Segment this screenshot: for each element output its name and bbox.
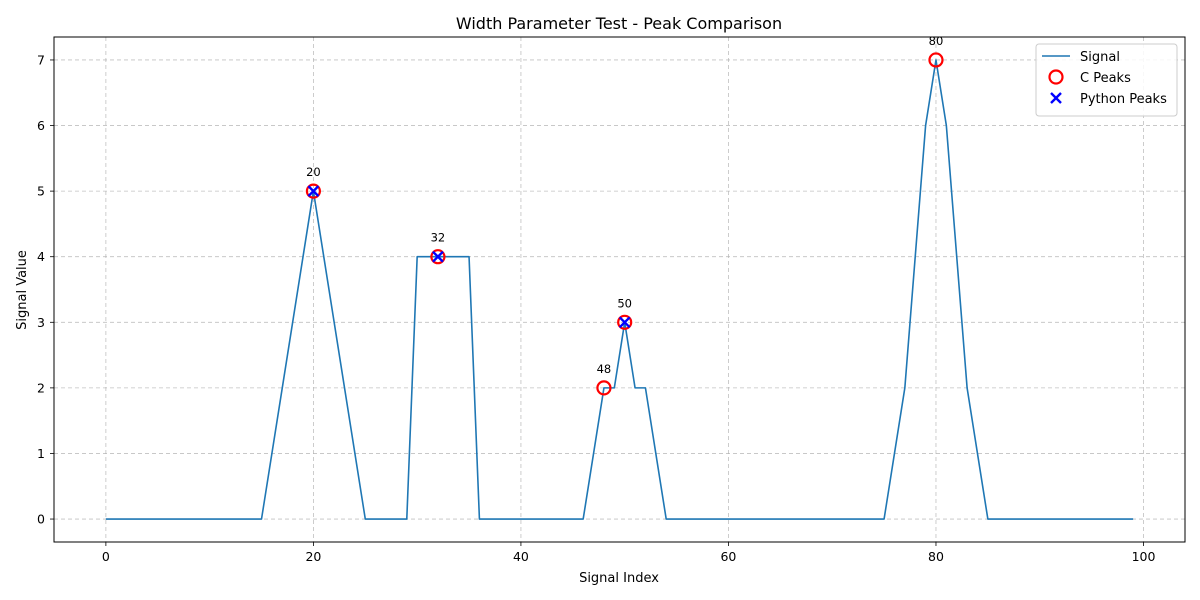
chart-title: Width Parameter Test - Peak Comparison [456,14,782,33]
markers-layer [305,52,944,396]
x-tick-label: 40 [513,549,529,564]
y-tick-label: 3 [37,315,45,330]
x-axis-label: Signal Index [579,571,659,586]
signal-line [105,59,1134,520]
y-tick-label: 2 [37,380,45,395]
x-tick-label: 80 [928,549,944,564]
x-axis-ticks: 0 20 40 60 80 100 [102,542,1156,564]
x-tick-label: 100 [1132,549,1156,564]
y-tick-label: 6 [37,118,45,133]
y-axis-ticks: 0 1 2 3 4 5 6 7 [37,52,54,527]
annotations-layer: 20 32 48 50 80 [306,34,943,376]
x-tick-label: 20 [305,549,321,564]
y-tick-label: 4 [37,249,45,264]
python-peak-marker [618,316,631,329]
series-layer [105,59,1134,520]
x-tick-label: 0 [102,549,110,564]
c-peak-marker [305,183,322,199]
peak-annotation: 32 [431,231,446,245]
plot-frame [53,36,1186,543]
python-peak-marker [307,185,320,197]
peak-annotation: 50 [617,296,632,310]
c-peak-marker [617,314,633,330]
x-tick-label: 60 [720,549,736,564]
peak-annotation: 48 [597,362,612,376]
c-peak-marker [596,380,612,396]
legend-c-peaks-swatch [1048,69,1064,85]
legend-signal-label: Signal [1080,50,1120,65]
grid-lines [54,37,1185,542]
peak-annotation: 20 [306,165,321,179]
c-peak-marker [430,249,446,265]
peak-annotation: 80 [929,34,944,48]
y-tick-label: 0 [37,512,45,527]
c-peak-marker [928,52,944,68]
legend-box [1035,43,1178,117]
y-tick-label: 5 [37,184,45,199]
python-peak-marker [432,250,444,263]
legend-c-peaks-label: C Peaks [1080,71,1131,86]
y-tick-label: 7 [37,52,45,67]
legend-python-peaks-swatch [1050,92,1062,104]
y-tick-label: 1 [37,446,45,461]
legend-python-peaks-label: Python Peaks [1080,92,1167,107]
legend: Signal C Peaks Python Peaks [1035,43,1178,117]
y-axis-label: Signal Value [15,250,30,330]
